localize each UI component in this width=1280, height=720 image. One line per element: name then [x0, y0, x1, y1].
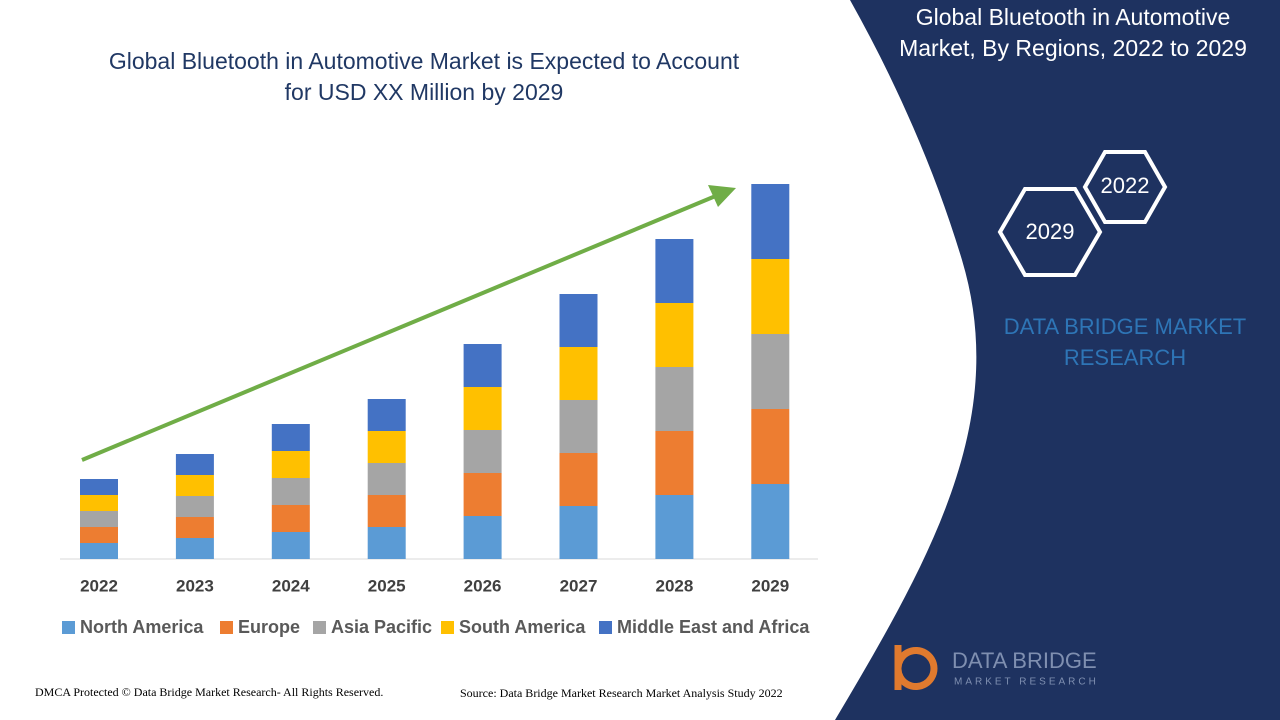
x-tick-label: 2026: [464, 576, 502, 595]
bar-segment: [655, 239, 694, 303]
bar-segment: [751, 259, 790, 334]
legend-swatch: [599, 621, 612, 634]
trend-arrow: [81, 193, 719, 462]
footer-left: DMCA Protected © Data Bridge Market Rese…: [35, 685, 383, 699]
bar-segment: [463, 344, 502, 387]
logo-name: DATA BRIDGE: [952, 648, 1097, 673]
legend-label: Europe: [238, 617, 300, 637]
bar-segment: [463, 516, 502, 559]
logo-tagline: MARKET RESEARCH: [954, 677, 1099, 688]
panel-title: Global Bluetooth in Automotive Market, B…: [899, 4, 1247, 61]
hexagon: [997, 187, 1103, 277]
bar-segment: [80, 543, 118, 559]
hexagon: [1082, 150, 1168, 224]
bar-segment: [175, 538, 214, 559]
legend-swatch: [62, 621, 75, 634]
bar-segment: [751, 484, 790, 559]
bar-segment: [271, 505, 310, 532]
bar-segment: [751, 184, 790, 259]
x-tick-label: 2027: [560, 576, 598, 595]
bar-segment: [655, 495, 694, 559]
logo-icon: [894, 645, 938, 690]
x-tick-label: 2024: [272, 576, 310, 595]
footer-right: Source: Data Bridge Market Research Mark…: [460, 686, 783, 700]
x-tick-label: 2022: [80, 576, 118, 595]
bar-segment: [463, 430, 502, 473]
bar-segment: [559, 347, 598, 400]
bar-segment: [80, 511, 118, 527]
bar-segment: [80, 527, 118, 543]
bar-segment: [367, 463, 406, 495]
bar-segment: [559, 506, 598, 559]
legend-label: North America: [80, 617, 204, 637]
x-tick-label: 2025: [368, 576, 406, 595]
bar-segment: [751, 409, 790, 484]
bar-segment: [559, 400, 598, 453]
legend-label: Asia Pacific: [331, 617, 432, 637]
logo: DATA BRIDGE MARKET RESEARCH: [894, 645, 1099, 690]
x-tick-label: 2023: [176, 576, 214, 595]
bar-segment: [367, 431, 406, 463]
bar-segment: [559, 453, 598, 506]
bar-segment: [175, 454, 214, 475]
bar-segment: [463, 387, 502, 430]
bar-segment: [655, 367, 694, 431]
side-panel: [835, 0, 1280, 720]
bar-segment: [367, 399, 406, 431]
bar-segment: [559, 294, 598, 347]
bar-segment: [271, 478, 310, 505]
bar-segment: [271, 451, 310, 478]
brand-text: DATA BRIDGE MARKET RESEARCH: [1003, 314, 1247, 370]
x-tick-label: 2029: [751, 576, 789, 595]
legend-label: South America: [459, 617, 586, 637]
chart-title: Global Bluetooth in Automotive Market is…: [108, 48, 740, 105]
hex-label: 2029: [1026, 219, 1075, 244]
hex-label: 2022: [1101, 173, 1150, 198]
bar-segment: [463, 473, 502, 516]
legend-swatch: [441, 621, 454, 634]
arrow-head: [708, 185, 736, 207]
bar-segment: [367, 527, 406, 559]
bar-segment: [175, 475, 214, 496]
bar-segment: [175, 517, 214, 538]
legend-swatch: [220, 621, 233, 634]
bar-segment: [271, 424, 310, 451]
bar-segment: [655, 303, 694, 367]
legend-swatch: [313, 621, 326, 634]
bar-segment: [655, 431, 694, 495]
bar-segment: [271, 532, 310, 559]
bar-segment: [751, 334, 790, 409]
bar-segment: [175, 496, 214, 517]
legend-label: Middle East and Africa: [617, 617, 810, 637]
x-tick-label: 2028: [655, 576, 693, 595]
bar-segment: [367, 495, 406, 527]
bar-segment: [80, 479, 118, 495]
bar-segment: [80, 495, 118, 511]
